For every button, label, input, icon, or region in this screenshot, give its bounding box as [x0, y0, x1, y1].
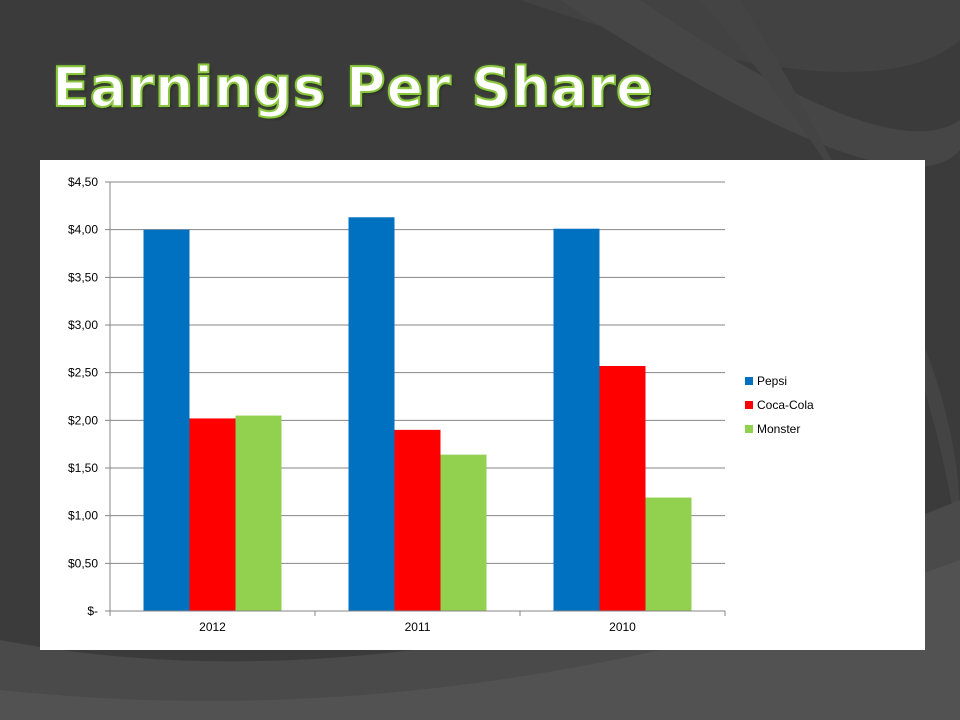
slide-title: Earnings Per Share [51, 55, 654, 120]
legend-swatch-pepsi [745, 377, 753, 385]
legend-label: Pepsi [757, 374, 787, 388]
bars [143, 217, 692, 612]
y-tick-label: $4,50 [68, 175, 98, 189]
bar-coca-cola-2011 [394, 429, 441, 611]
y-tick-label: $2,50 [68, 366, 98, 380]
x-axis-ticks: 2012 2011 2010 [199, 620, 636, 634]
y-axis-ticks: $- $0,50 $1,00 $1,50 $2,00 $2,50 $3,00 $3,50 $4,… [68, 175, 98, 618]
x-tick-label: 2010 [609, 620, 636, 634]
y-tick-label: $2,00 [68, 413, 98, 427]
bar-pepsi-2012 [143, 229, 190, 611]
bar-monster-2010 [645, 497, 692, 611]
legend-swatch-coca-cola [745, 401, 753, 409]
y-tick-label: $4,00 [68, 223, 98, 237]
x-tick-label: 2012 [199, 620, 226, 634]
bar-pepsi-2010 [553, 228, 600, 612]
x-tick-label: 2011 [405, 620, 431, 634]
bar-monster-2011 [440, 454, 487, 611]
legend-label: Coca-Cola [757, 398, 814, 412]
axes [109, 182, 726, 616]
legend-label: Monster [757, 422, 800, 436]
y-tick-label: $1,00 [68, 509, 98, 523]
y-tick-label: $3,50 [68, 270, 98, 284]
y-tick-label: $1,50 [68, 461, 98, 475]
y-tick-label: $3,00 [68, 318, 98, 332]
bar-coca-cola-2010 [599, 365, 646, 611]
y-tick-label: $0,50 [68, 556, 98, 570]
legend: Pepsi Coca-Cola Monster [745, 374, 814, 436]
bar-coca-cola-2012 [189, 418, 236, 611]
legend-swatch-monster [745, 425, 753, 433]
y-tick-label: $- [87, 604, 98, 618]
bar-pepsi-2011 [348, 217, 395, 612]
bar-monster-2012 [235, 415, 282, 611]
